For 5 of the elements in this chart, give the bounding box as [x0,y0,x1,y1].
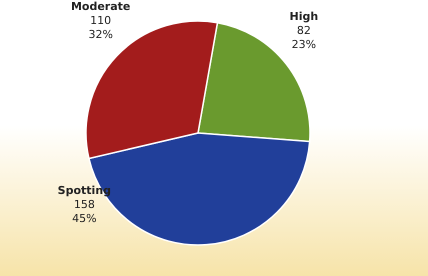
data-label: 82 23% [292,24,316,51]
data-label: 158 45% [72,198,97,226]
slice-label: Moderate [70,0,130,13]
slice-label: High [289,10,318,23]
data-label: 110 32% [88,14,113,41]
